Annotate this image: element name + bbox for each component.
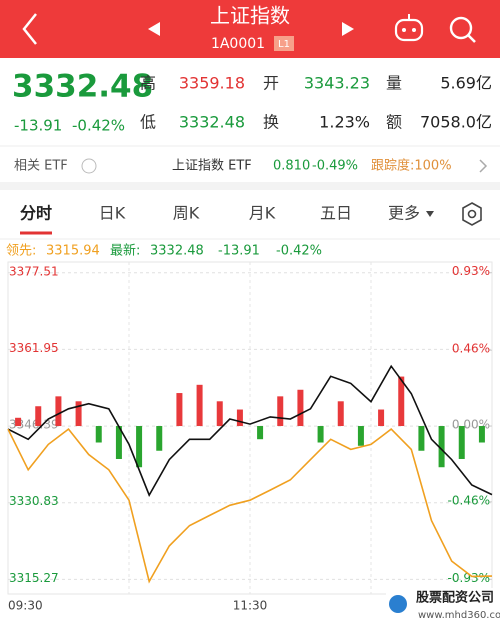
y2-tick-label: -0.46% — [448, 493, 490, 507]
value: 5.69亿 — [440, 74, 492, 93]
label: 量 — [386, 74, 402, 93]
y-tick-label: 3361.95 — [9, 341, 59, 355]
series-line — [7, 364, 493, 497]
value: 7058.0亿 — [420, 113, 492, 132]
strength-bar — [95, 426, 102, 443]
y-tick-label: 3315.27 — [9, 571, 59, 585]
badge-bg — [274, 36, 294, 51]
value: 3332.48 — [179, 113, 245, 132]
strength-bar — [257, 426, 264, 440]
strength-bar — [35, 406, 42, 427]
strength-bar — [236, 409, 243, 427]
strength-bar — [478, 426, 485, 443]
value: 1.23% — [319, 113, 370, 132]
value: 3343.23 — [304, 74, 370, 93]
tab[interactable]: 周K — [173, 204, 200, 223]
strength-bar — [15, 417, 22, 427]
legend-label: 领先: — [6, 244, 36, 259]
next-button[interactable] — [342, 22, 354, 36]
etf-price: 0.810 — [273, 159, 310, 174]
strength-bar — [115, 426, 122, 459]
value: 3359.18 — [179, 74, 245, 93]
title: 上证指数 — [210, 4, 290, 28]
strength-bar — [317, 426, 324, 443]
strength-bar — [357, 426, 364, 446]
legend-value: 3315.94 — [46, 244, 100, 259]
y2-tick-label: 0.46% — [452, 342, 490, 356]
chevron[interactable] — [479, 159, 488, 173]
watermark-name: 股票配资公司 — [416, 590, 494, 606]
label: 开 — [263, 74, 279, 93]
strength-bar — [216, 401, 223, 427]
divider — [0, 182, 500, 190]
back-button[interactable] — [22, 13, 37, 45]
strength-bar — [458, 426, 465, 459]
settings-icon[interactable] — [462, 202, 482, 226]
legend-value: -0.42% — [276, 244, 322, 259]
series-line — [7, 427, 493, 584]
code: 1A0001 — [211, 36, 265, 52]
strength-bar — [156, 426, 163, 451]
etf-change: -0.49% — [312, 159, 358, 174]
search-icon[interactable] — [449, 16, 476, 43]
strength-bar — [136, 426, 143, 468]
strength-bar — [176, 393, 183, 427]
tab[interactable]: 月K — [249, 204, 276, 223]
watermark-logo — [389, 595, 407, 613]
label: 高 — [140, 74, 156, 93]
legend-value: 3332.48 — [150, 244, 204, 259]
label: 额 — [386, 113, 402, 132]
strength-bar — [398, 376, 405, 427]
y2-tick-label: -0.93% — [448, 571, 490, 585]
prev-button[interactable] — [148, 22, 160, 36]
etf-tracking: 跟踪度:100% — [371, 158, 452, 174]
etf-label: 相关 ETF — [14, 159, 68, 174]
strength-bar — [196, 384, 203, 427]
help-icon[interactable] — [81, 158, 97, 174]
change: -13.91 — [14, 117, 62, 135]
strength-bar — [277, 396, 284, 427]
change-pct: -0.42% — [72, 117, 125, 135]
strength-bar — [378, 409, 385, 427]
label: 换 — [263, 113, 279, 132]
y-tick-label: 3377.51 — [9, 264, 59, 278]
label: 低 — [140, 113, 156, 132]
header-bar — [0, 0, 500, 58]
price: 3332.48 — [12, 69, 153, 105]
badge: L1 — [278, 39, 290, 50]
tab[interactable]: 分时 — [20, 204, 52, 223]
tab[interactable]: 更多 — [388, 204, 420, 223]
strength-bar — [337, 401, 344, 427]
tab[interactable]: 日K — [99, 204, 126, 223]
y2-tick-label: 0.93% — [452, 264, 490, 278]
strength-bar — [418, 426, 425, 451]
y-tick-label: 3330.83 — [9, 494, 59, 508]
etf-name[interactable]: 上证指数 ETF — [172, 159, 252, 174]
x-tick-label: 09:30 — [8, 599, 43, 613]
strength-bar — [55, 396, 62, 427]
tab[interactable]: 五日 — [320, 204, 352, 223]
legend-value: -13.91 — [218, 244, 260, 259]
dropdown-arrow[interactable] — [426, 211, 434, 217]
x-tick-label: 11:30 — [233, 599, 268, 613]
strength-bar — [438, 426, 445, 468]
strength-bar — [297, 389, 304, 427]
robot-icon[interactable] — [394, 14, 424, 42]
watermark-url: www.mhd360.com — [418, 610, 500, 621]
strength-bar — [75, 401, 82, 427]
legend-label: 最新: — [110, 243, 140, 259]
